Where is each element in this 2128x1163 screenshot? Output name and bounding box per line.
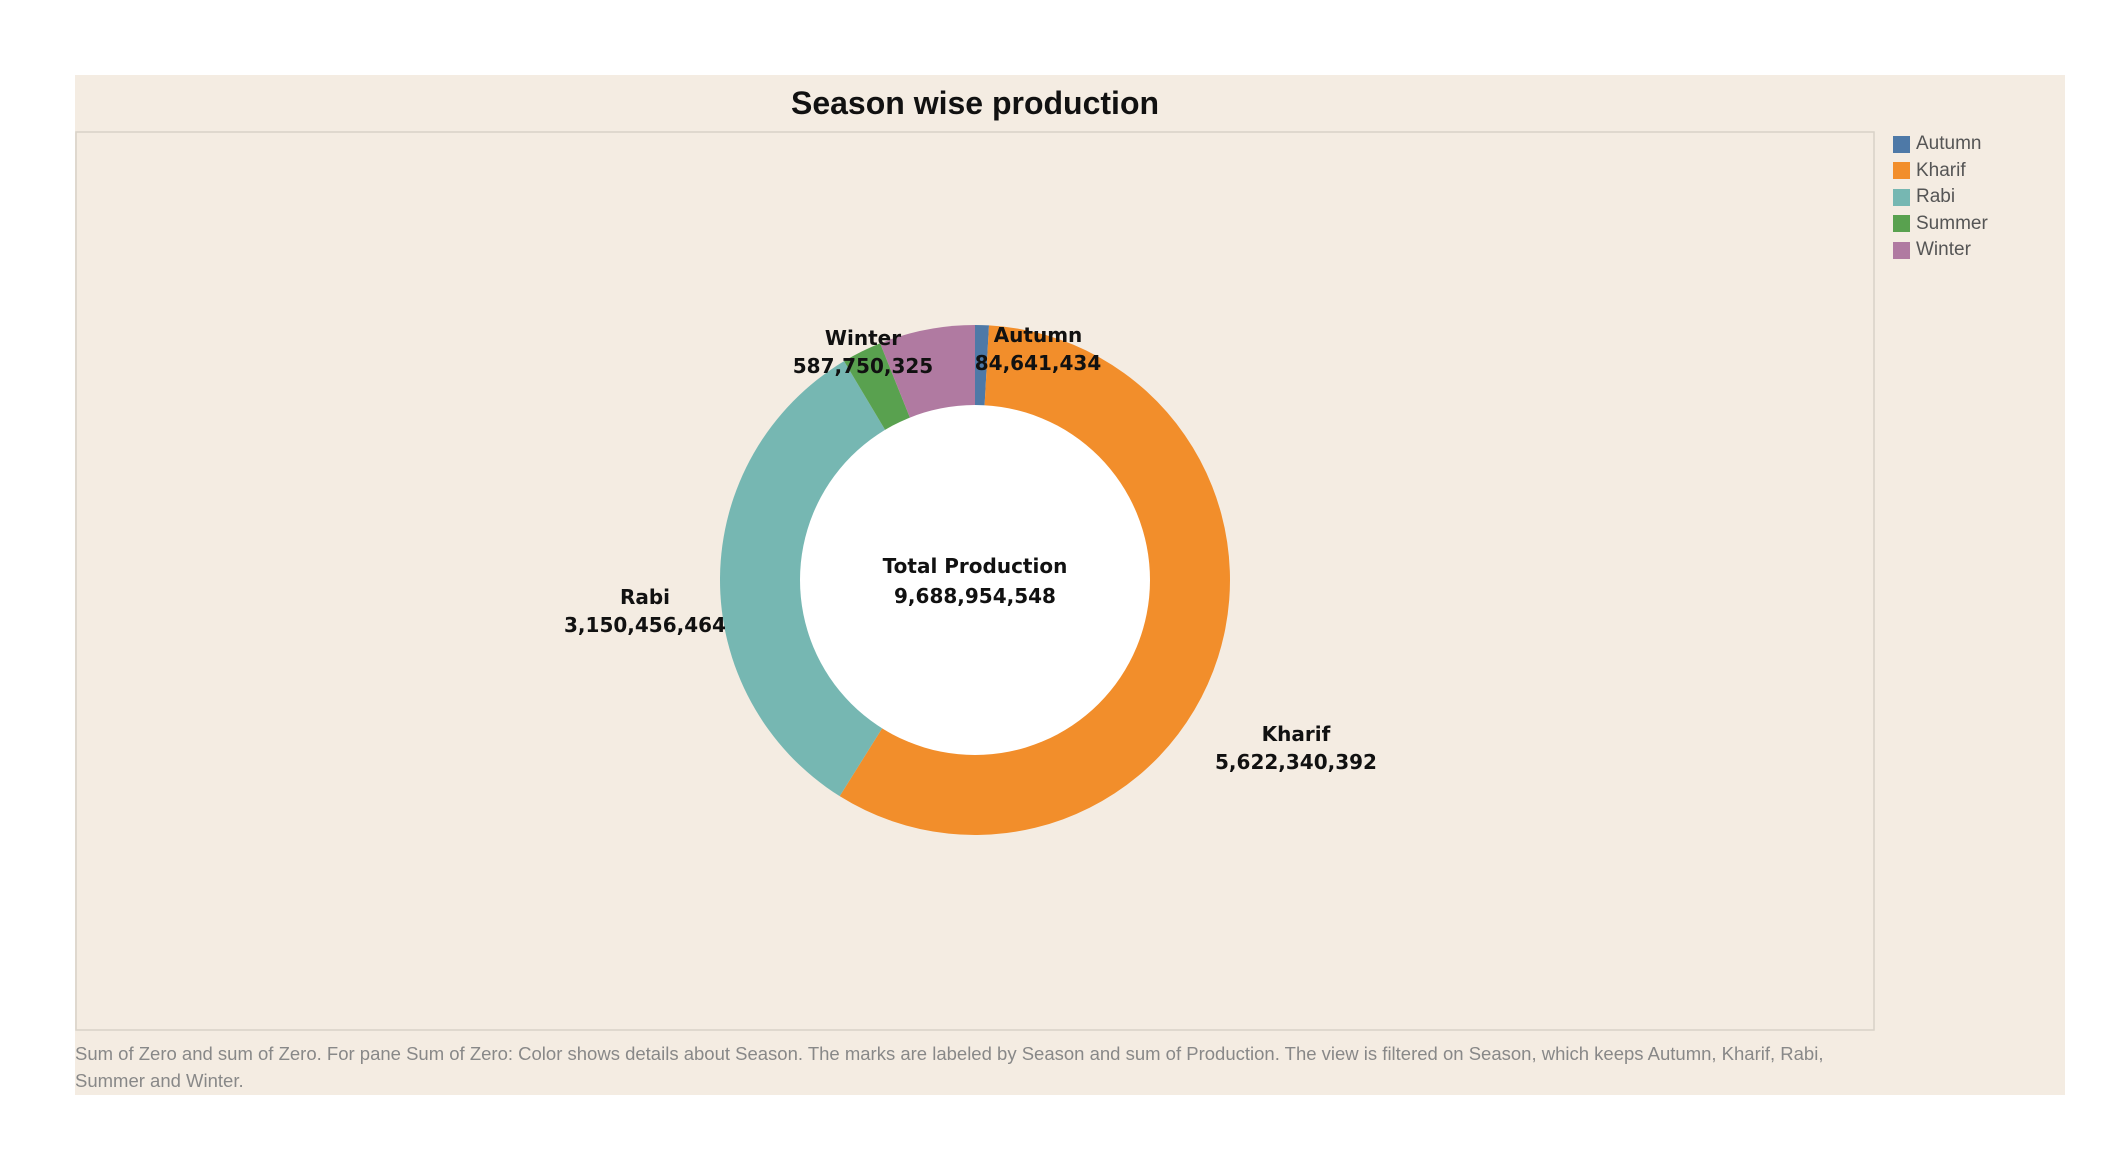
legend-item-rabi[interactable]: Rabi [1893, 184, 1988, 211]
slice-value-rabi: 3,150,456,464 [564, 613, 726, 637]
legend-label: Autumn [1916, 133, 1982, 155]
dashboard: Season wise production Autumn 84,641,434 K… [75, 75, 2065, 1095]
slice-label-autumn: Autumn [994, 323, 1083, 347]
legend-swatch [1893, 241, 1910, 259]
chart-caption: Sum of Zero and sum of Zero. For pane Su… [75, 1043, 1824, 1091]
donut-hole [800, 405, 1150, 755]
slice-value-autumn: 84,641,434 [975, 351, 1102, 375]
legend-item-kharif[interactable]: Kharif [1893, 158, 1988, 185]
chart-title: Season wise production [790, 85, 1160, 121]
legend-swatch [1893, 188, 1910, 206]
slice-value-winter: 587,750,325 [793, 354, 933, 378]
legend-item-summer[interactable]: Summer [1893, 211, 1988, 238]
legend-swatch [1893, 162, 1910, 180]
donut-chart: Autumn 84,641,434 Kharif 5,622,340,392 Rabi 3… [75, 131, 1875, 1031]
legend-swatch [1893, 135, 1910, 153]
legend-swatch [1893, 215, 1910, 233]
legend-label: Kharif [1916, 159, 1966, 181]
center-value: 9,688,954,548 [894, 584, 1056, 608]
legend: Autumn Kharif Rabi Summer Winter [1893, 131, 1988, 264]
center-label: Total Production [883, 554, 1068, 578]
legend-item-autumn[interactable]: Autumn [1893, 131, 1988, 158]
slice-label-rabi: Rabi [620, 585, 670, 609]
legend-label: Summer [1916, 212, 1988, 234]
legend-label: Winter [1916, 239, 1971, 261]
slice-label-kharif: Kharif [1262, 722, 1331, 746]
legend-item-winter[interactable]: Winter [1893, 237, 1988, 264]
slice-value-kharif: 5,622,340,392 [1215, 750, 1377, 774]
legend-label: Rabi [1916, 186, 1956, 208]
slice-label-winter: Winter [825, 326, 901, 350]
